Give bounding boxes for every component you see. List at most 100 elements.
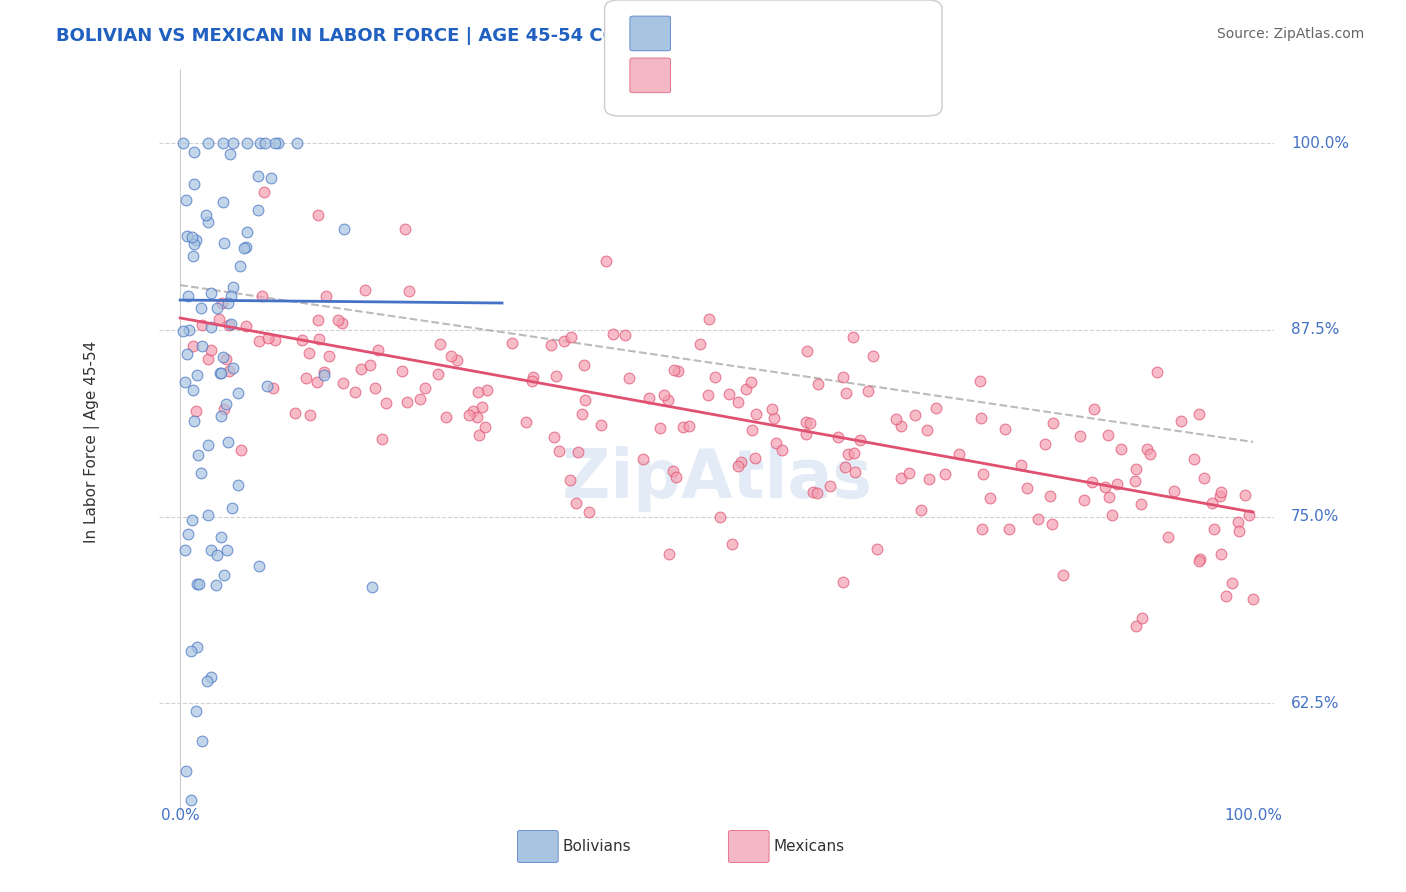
Point	[1026, 512, 1049, 526]
Point	[897, 466, 920, 480]
Point	[709, 509, 731, 524]
Point	[305, 375, 328, 389]
Point	[727, 459, 749, 474]
Point	[763, 410, 786, 425]
Point	[180, 793, 202, 807]
Point	[205, 577, 228, 591]
Point	[765, 435, 787, 450]
Point	[208, 312, 231, 326]
Point	[744, 450, 766, 465]
Point	[1129, 497, 1152, 511]
Point	[1201, 495, 1223, 509]
Point	[174, 543, 197, 558]
Point	[697, 312, 720, 326]
Point	[263, 136, 285, 151]
Point	[661, 464, 683, 478]
Point	[794, 427, 817, 442]
Point	[330, 316, 353, 330]
Point	[741, 423, 763, 437]
Point	[1227, 524, 1250, 538]
Point	[595, 254, 617, 268]
Point	[217, 542, 239, 557]
Point	[332, 376, 354, 390]
Point	[1069, 428, 1091, 442]
Point	[904, 408, 927, 422]
Point	[1239, 508, 1261, 522]
Point	[252, 185, 274, 199]
Point	[209, 409, 232, 423]
Point	[1052, 567, 1074, 582]
Point	[1215, 589, 1237, 603]
Point	[994, 422, 1017, 436]
Point	[969, 411, 991, 425]
Point	[429, 337, 451, 351]
Point	[180, 644, 202, 658]
Point	[979, 491, 1001, 505]
Text: In Labor Force | Age 45-54: In Labor Force | Age 45-54	[84, 341, 100, 543]
Point	[834, 385, 856, 400]
Point	[197, 136, 219, 151]
Point	[572, 358, 595, 372]
Point	[307, 313, 329, 327]
Point	[467, 385, 489, 400]
Point	[214, 568, 236, 582]
Point	[312, 368, 335, 383]
Point	[212, 236, 235, 251]
Point	[190, 733, 212, 747]
Point	[1040, 517, 1063, 532]
Point	[318, 350, 340, 364]
Point	[1192, 471, 1215, 485]
Point	[298, 408, 321, 422]
Point	[1098, 490, 1121, 504]
Point	[200, 320, 222, 334]
Point	[1227, 515, 1250, 529]
Point	[1163, 483, 1185, 498]
Point	[1010, 458, 1032, 472]
Point	[186, 577, 208, 591]
Point	[415, 381, 437, 395]
Point	[650, 421, 672, 435]
Point	[298, 345, 321, 359]
Point	[735, 382, 758, 396]
Point	[474, 419, 496, 434]
Point	[1188, 407, 1211, 421]
Point	[394, 221, 416, 235]
Point	[187, 577, 209, 591]
Point	[361, 580, 384, 594]
Point	[672, 419, 695, 434]
Point	[578, 505, 600, 519]
Point	[1015, 481, 1038, 495]
Point	[915, 423, 938, 437]
Point	[1170, 414, 1192, 428]
Point	[727, 395, 749, 409]
Point	[190, 318, 212, 332]
Point	[183, 414, 205, 428]
Point	[211, 350, 233, 364]
Point	[446, 352, 468, 367]
Point	[215, 352, 238, 367]
Point	[856, 384, 879, 398]
Point	[796, 344, 818, 359]
Point	[174, 193, 197, 207]
Point	[236, 225, 259, 239]
Point	[200, 670, 222, 684]
Point	[886, 412, 908, 426]
Point	[657, 392, 679, 407]
Point	[806, 376, 828, 391]
Point	[359, 358, 381, 372]
Point	[205, 549, 228, 563]
Point	[200, 343, 222, 358]
Point	[235, 240, 257, 254]
Point	[434, 409, 457, 424]
Point	[218, 364, 240, 378]
Point	[844, 466, 866, 480]
Point	[222, 136, 245, 151]
Point	[326, 313, 349, 327]
Point	[307, 208, 329, 222]
Point	[718, 387, 741, 401]
Point	[211, 136, 233, 151]
Point	[574, 393, 596, 408]
Text: 100.0%: 100.0%	[1225, 808, 1282, 823]
Point	[247, 334, 270, 349]
Point	[191, 339, 214, 353]
